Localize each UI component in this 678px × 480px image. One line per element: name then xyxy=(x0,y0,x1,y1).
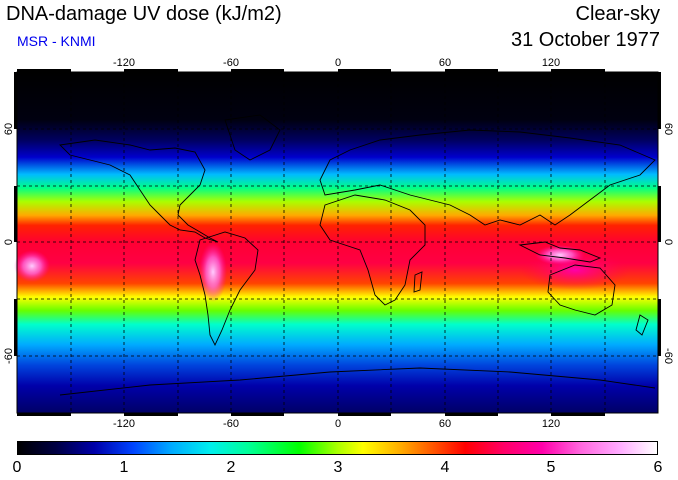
map-title: DNA-damage UV dose (kJ/m2) xyxy=(6,3,282,25)
map-source: MSR - KNMI xyxy=(17,33,96,49)
lon-label-top-w120: -120 xyxy=(113,57,135,69)
hotspot-andes xyxy=(199,242,227,302)
lon-label-bottom-e120: 120 xyxy=(542,418,560,430)
scale-label-4: 4 xyxy=(440,459,450,476)
eurasia-coast xyxy=(319,129,656,226)
lon-label-top-w60: -60 xyxy=(223,57,239,69)
coastlines xyxy=(59,114,656,396)
lat-label-right-minus60: -60 xyxy=(662,348,674,364)
scale-label-1: 1 xyxy=(119,459,129,476)
color-scale-bar xyxy=(17,441,658,455)
lon-label-top-0: 0 xyxy=(335,57,341,69)
uv-dose-map: -120 -60 0 60 120 -120 -60 0 60 120 60 0… xyxy=(3,57,674,430)
lon-label-bottom-w60: -60 xyxy=(223,418,239,430)
scale-label-5: 5 xyxy=(546,459,556,476)
africa-coast xyxy=(319,194,426,306)
australia-coast xyxy=(547,264,616,316)
lon-label-top-e120: 120 xyxy=(542,57,560,69)
greenland-coast xyxy=(224,114,281,161)
south-america-coast xyxy=(194,231,259,347)
scale-label-2: 2 xyxy=(226,459,236,476)
scale-label-3: 3 xyxy=(333,459,343,476)
antarctica-coast xyxy=(59,367,656,396)
hotspot-indonesia xyxy=(535,245,585,265)
lat-label-left-0: 0 xyxy=(3,239,15,245)
lat-label-left-minus60: -60 xyxy=(3,348,15,364)
lat-label-right-60: 60 xyxy=(662,123,674,135)
scale-label-0: 0 xyxy=(12,459,22,476)
north-america-coast xyxy=(59,139,219,243)
indonesia-coast xyxy=(518,241,602,263)
lon-label-top-e60: 60 xyxy=(439,57,451,69)
lon-label-bottom-e60: 60 xyxy=(439,418,451,430)
hotspot-pacific-west xyxy=(14,250,50,282)
map-date: 31 October 1977 xyxy=(511,29,660,51)
sky-condition: Clear-sky xyxy=(575,3,660,25)
lat-label-left-60: 60 xyxy=(3,123,15,135)
graticule xyxy=(17,72,658,413)
scale-label-6: 6 xyxy=(653,459,663,476)
lat-label-right-0: 0 xyxy=(662,239,674,245)
map-frame xyxy=(14,69,661,416)
madagascar-coast xyxy=(413,271,423,293)
lon-label-bottom-0: 0 xyxy=(335,418,341,430)
new-zealand-coast xyxy=(635,314,649,336)
lon-label-bottom-w120: -120 xyxy=(113,418,135,430)
